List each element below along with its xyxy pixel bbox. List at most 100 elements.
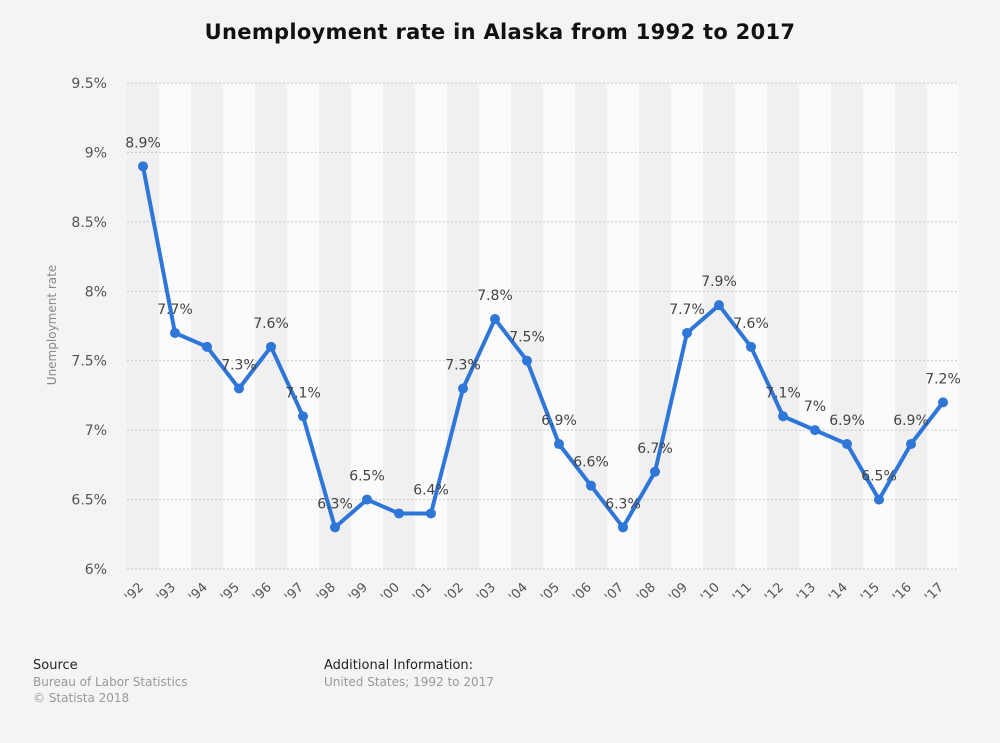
column-band bbox=[671, 83, 703, 569]
source-title: Source bbox=[33, 658, 78, 673]
data-point bbox=[778, 411, 788, 422]
column-band bbox=[543, 83, 575, 569]
y-tick-label: 8% bbox=[85, 284, 107, 300]
y-tick-label: 6.5% bbox=[71, 493, 107, 509]
data-point bbox=[298, 411, 308, 422]
data-point bbox=[490, 314, 500, 325]
x-tick-label: '06 bbox=[570, 580, 595, 605]
data-point bbox=[170, 327, 180, 338]
x-tick-label: '98 bbox=[314, 580, 339, 605]
y-tick-label: 8.5% bbox=[71, 215, 107, 231]
y-tick-label: 9.5% bbox=[71, 76, 107, 92]
data-label: 7.8% bbox=[477, 288, 513, 304]
x-tick-label: '97 bbox=[282, 580, 307, 605]
chart-title: Unemployment rate in Alaska from 1992 to… bbox=[204, 20, 796, 44]
data-point bbox=[426, 508, 436, 519]
column-band bbox=[735, 83, 767, 569]
source-block: Source Bureau of Labor Statistics © Stat… bbox=[33, 658, 188, 706]
y-tick-label: 7.5% bbox=[71, 354, 107, 370]
x-tick-label: '93 bbox=[154, 580, 179, 605]
column-band bbox=[255, 83, 287, 569]
data-label: 7.1% bbox=[285, 385, 321, 401]
x-tick-label: '00 bbox=[378, 580, 403, 605]
data-point bbox=[874, 494, 884, 505]
data-label: 6.5% bbox=[861, 469, 897, 485]
x-tick-label: '05 bbox=[538, 580, 563, 605]
data-label: 6.9% bbox=[893, 413, 929, 429]
data-label: 7.6% bbox=[253, 316, 289, 332]
data-label: 6.4% bbox=[413, 482, 449, 498]
data-point bbox=[362, 494, 372, 505]
data-label: 7.3% bbox=[221, 357, 257, 373]
column-band bbox=[191, 83, 223, 569]
additional-info-text: United States; 1992 to 2017 bbox=[324, 675, 494, 689]
series-line bbox=[141, 164, 945, 530]
x-tick-label: '02 bbox=[442, 580, 467, 605]
x-tick-label: '96 bbox=[250, 580, 275, 605]
column-band bbox=[831, 83, 863, 569]
data-point bbox=[746, 341, 756, 352]
x-tick-label: '07 bbox=[602, 580, 627, 605]
x-tick-label: '01 bbox=[410, 580, 435, 605]
data-label: 8.9% bbox=[125, 135, 161, 151]
data-label: 6.3% bbox=[317, 496, 353, 512]
additional-info-title: Additional Information: bbox=[324, 658, 474, 673]
y-tick-label: 7% bbox=[85, 423, 107, 439]
data-point bbox=[906, 439, 916, 450]
source-name: Bureau of Labor Statistics bbox=[33, 675, 188, 689]
y-axis-title: Unemployment rate bbox=[45, 264, 59, 386]
x-tick-label: '15 bbox=[858, 580, 883, 605]
column-band bbox=[767, 83, 799, 569]
additional-info-block: Additional Information: United States; 1… bbox=[324, 658, 494, 690]
data-point bbox=[586, 480, 596, 491]
column-band bbox=[863, 83, 895, 569]
y-tick-label: 6% bbox=[85, 562, 107, 578]
data-label: 7.2% bbox=[925, 371, 961, 387]
column-band bbox=[479, 83, 511, 569]
data-point bbox=[234, 383, 244, 394]
data-label: 6.6% bbox=[573, 455, 609, 471]
data-point bbox=[618, 522, 628, 533]
data-point bbox=[554, 439, 564, 450]
column-band bbox=[799, 83, 831, 569]
column-band bbox=[415, 83, 447, 569]
column-band bbox=[127, 83, 159, 569]
column-band bbox=[287, 83, 319, 569]
x-tick-label: '99 bbox=[346, 580, 371, 605]
x-tick-label: '92 bbox=[122, 580, 147, 605]
data-point bbox=[714, 300, 724, 311]
x-tick-label: '12 bbox=[762, 580, 787, 605]
x-tick-label: '13 bbox=[794, 580, 819, 605]
column-band bbox=[895, 83, 927, 569]
column-band bbox=[511, 83, 543, 569]
data-label: 7.9% bbox=[701, 274, 737, 290]
data-label: 7.5% bbox=[509, 330, 545, 346]
data-label: 7.6% bbox=[733, 316, 769, 332]
copyright: © Statista 2018 bbox=[33, 691, 130, 705]
data-point bbox=[202, 341, 212, 352]
data-label: 7.7% bbox=[669, 302, 705, 318]
data-point bbox=[842, 439, 852, 450]
x-tick-label: '16 bbox=[890, 580, 915, 605]
data-label: 6.9% bbox=[829, 413, 865, 429]
data-label: 7.7% bbox=[157, 302, 193, 318]
data-label: 7.3% bbox=[445, 357, 481, 373]
x-tick-label: '09 bbox=[666, 580, 691, 605]
x-tick-label: '04 bbox=[506, 580, 531, 605]
data-label: 7.1% bbox=[765, 385, 801, 401]
data-label: 6.7% bbox=[637, 441, 673, 457]
data-label: 6.5% bbox=[349, 469, 385, 485]
data-point bbox=[938, 397, 948, 408]
data-point bbox=[458, 383, 468, 394]
data-point bbox=[394, 508, 404, 519]
x-tick-label: '11 bbox=[730, 580, 755, 605]
column-band bbox=[351, 83, 383, 569]
x-tick-label: '08 bbox=[634, 580, 659, 605]
data-point bbox=[682, 327, 692, 338]
x-tick-label: '14 bbox=[826, 580, 851, 605]
y-tick-label: 9% bbox=[85, 145, 107, 161]
x-tick-label: '94 bbox=[186, 580, 211, 605]
data-point bbox=[522, 355, 532, 366]
data-point bbox=[138, 161, 148, 172]
